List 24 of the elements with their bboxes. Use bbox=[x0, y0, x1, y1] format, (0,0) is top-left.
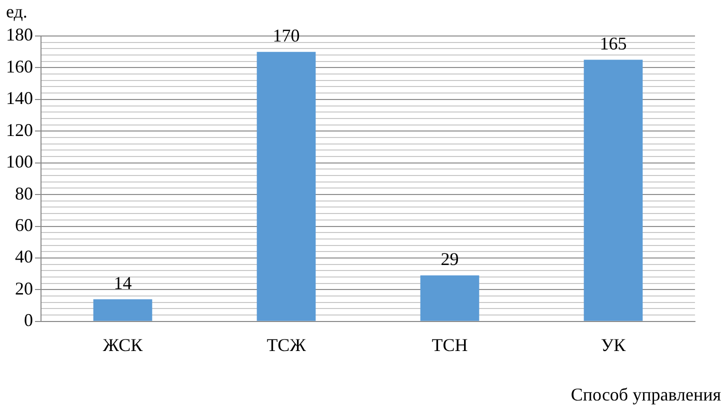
x-axis-title: Способ управления bbox=[570, 384, 721, 405]
y-tick-label: 60 bbox=[15, 215, 33, 235]
data-label: 165 bbox=[600, 34, 627, 54]
bar bbox=[584, 60, 643, 321]
y-tick-label: 80 bbox=[15, 183, 33, 204]
y-tick-label: 100 bbox=[6, 152, 33, 172]
x-tick-label: УК bbox=[600, 334, 627, 355]
y-tick-label: 0 bbox=[24, 310, 33, 330]
data-label: 14 bbox=[114, 272, 132, 293]
y-tick-label: 40 bbox=[15, 246, 33, 267]
data-label: 170 bbox=[272, 26, 300, 46]
x-tick-label: ТСН bbox=[432, 334, 468, 355]
bar bbox=[256, 52, 316, 321]
y-tick-label: 120 bbox=[6, 120, 33, 140]
y-tick-label: 160 bbox=[6, 56, 33, 76]
x-tick-label: ЖСК bbox=[102, 334, 144, 355]
y-tick-label: 140 bbox=[6, 88, 33, 108]
x-tick-label: ТСЖ bbox=[266, 334, 307, 355]
bar bbox=[93, 299, 152, 321]
bar bbox=[420, 275, 480, 321]
y-tick-label: 180 bbox=[6, 24, 33, 45]
y-tick-label: 20 bbox=[15, 278, 33, 298]
data-label: 29 bbox=[440, 249, 459, 270]
y-axis-title: ед. bbox=[6, 2, 28, 22]
